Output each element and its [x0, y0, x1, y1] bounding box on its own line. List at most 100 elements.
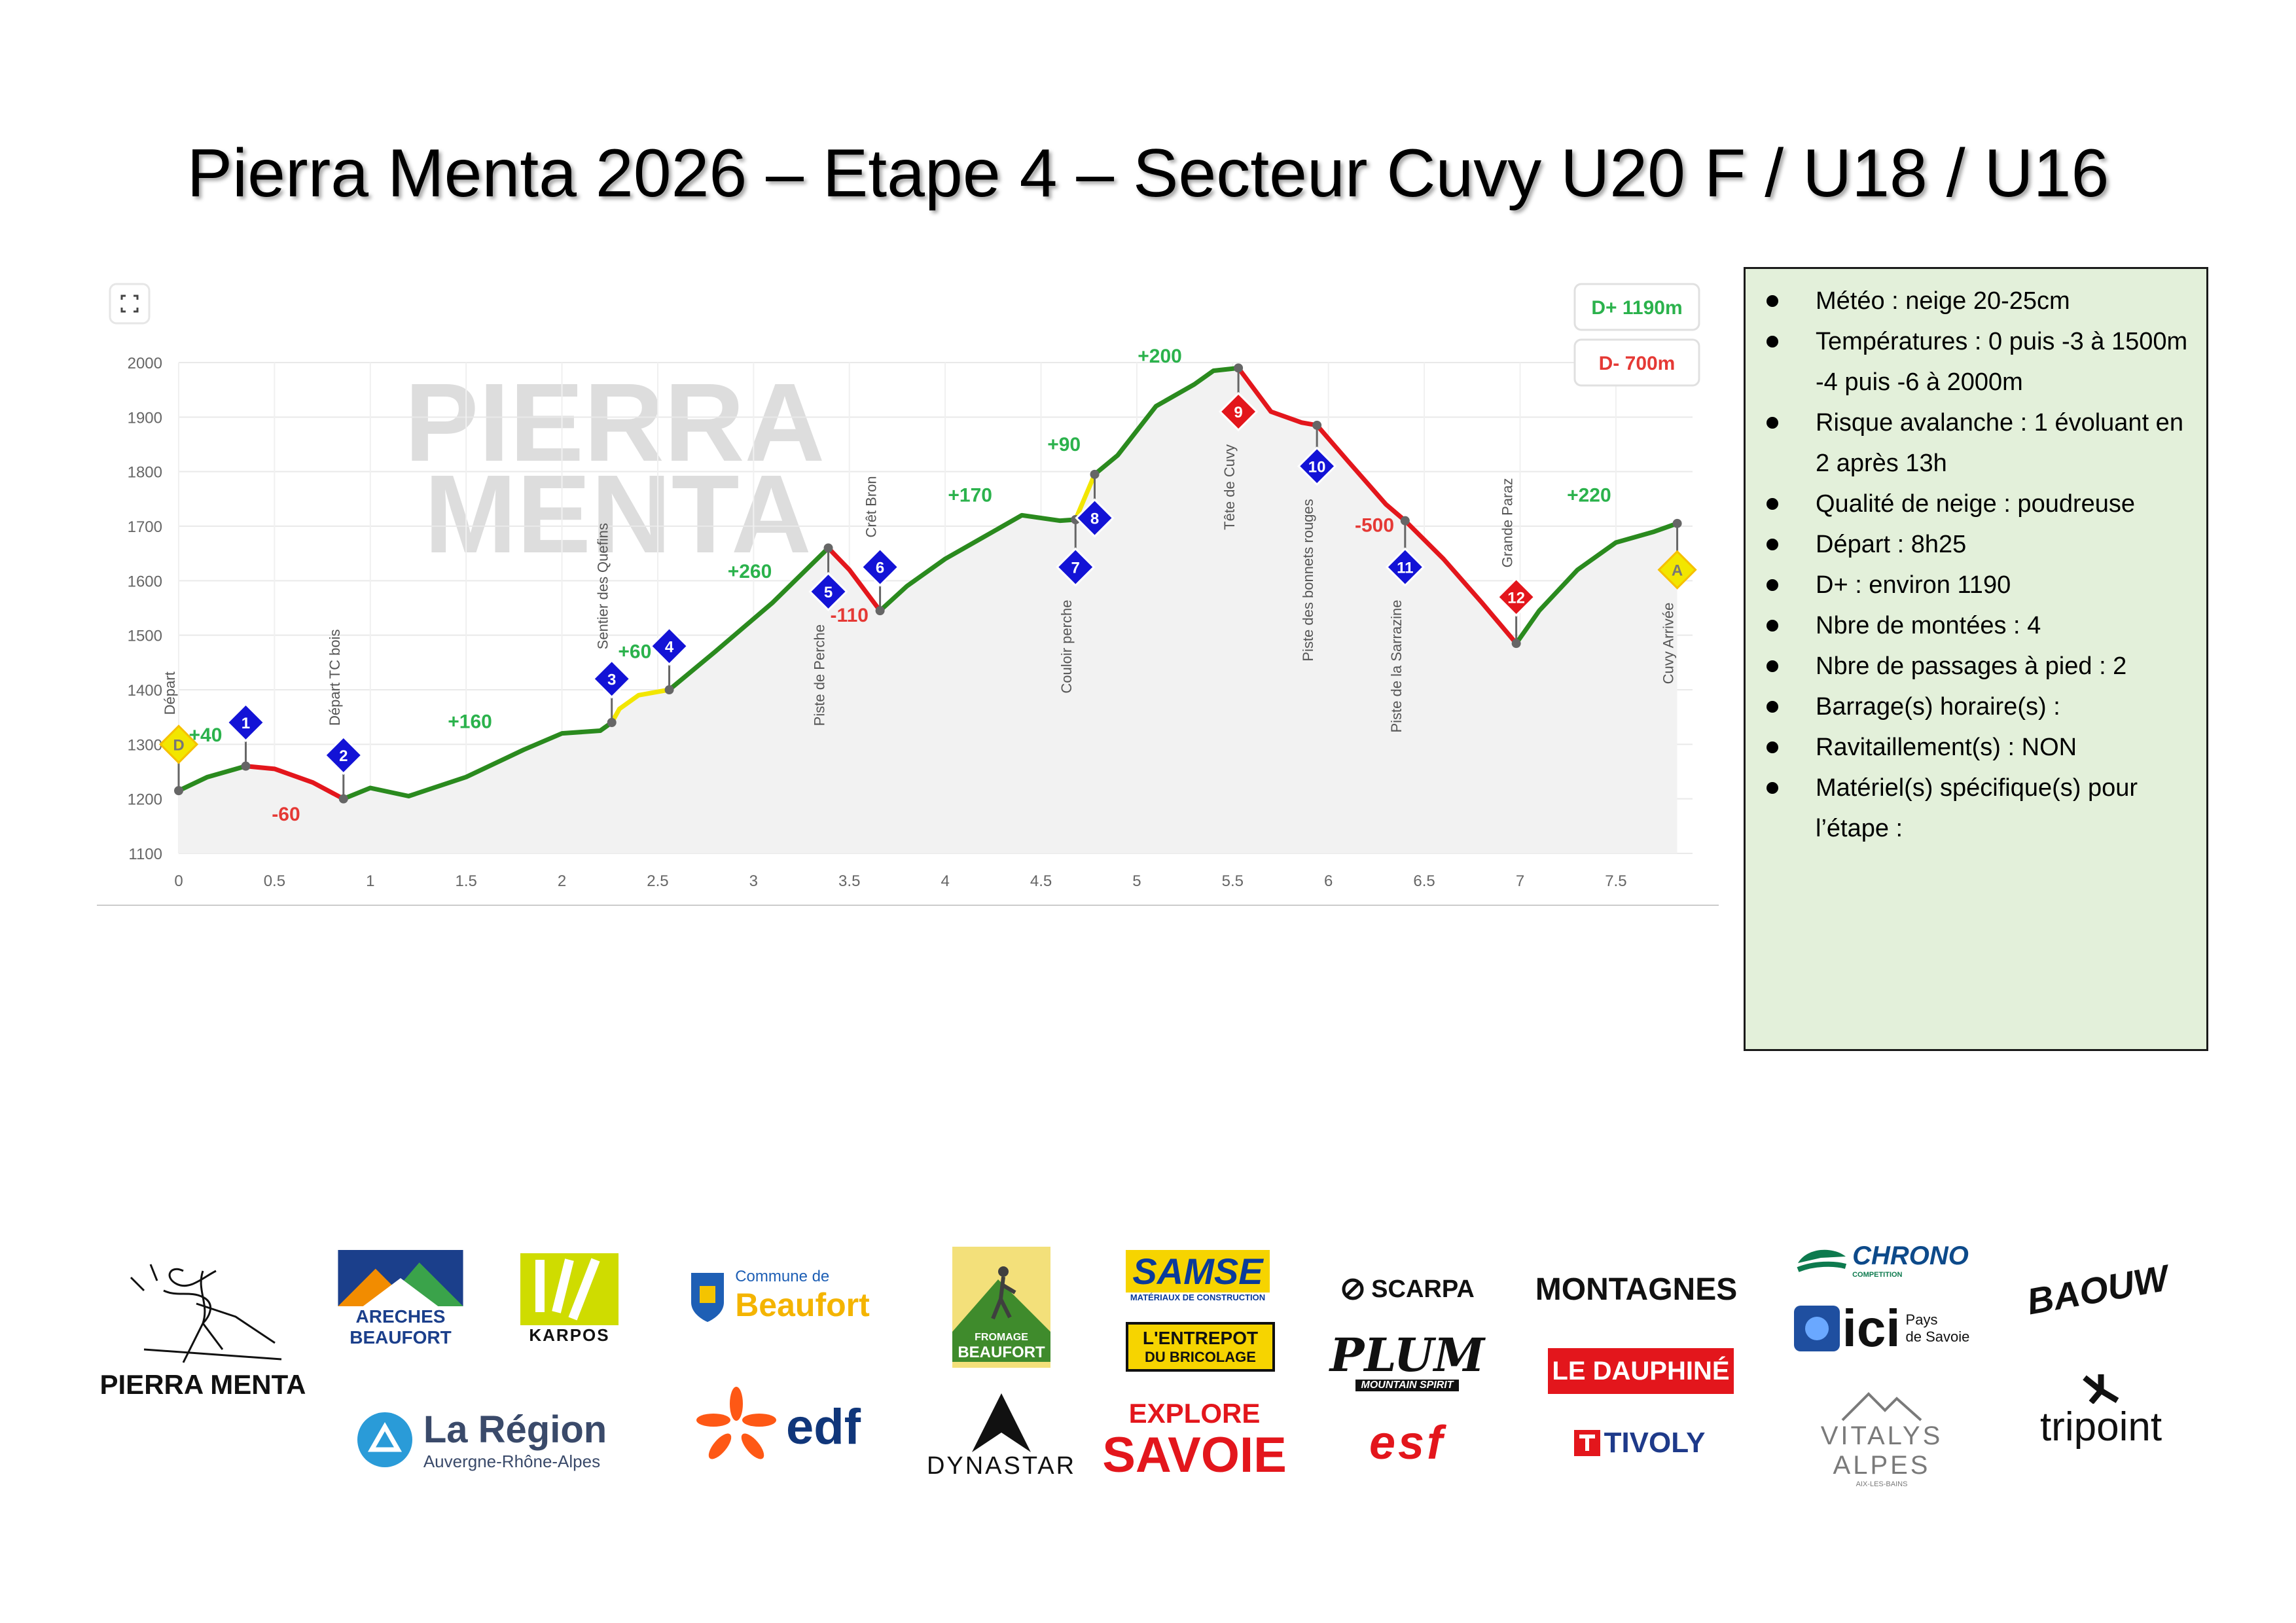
- dplus-badge: [1573, 283, 1700, 331]
- entrepot-label: L'ENTREPOT: [1142, 1328, 1259, 1348]
- sponsors-strip: PIERRA MENTA ARECHES BEAUFORT KARPOS La …: [0, 1224, 2296, 1499]
- waypoint-name: Sentier des Quefins: [595, 523, 611, 649]
- bullet-icon: [1767, 498, 1778, 510]
- explore-savoie-logo: EXPLORE SAVOIE: [1102, 1394, 1287, 1486]
- waypoint-marker: [1496, 577, 1536, 617]
- karpos-logo: KARPOS: [517, 1250, 622, 1348]
- info-item-text: Nbre de passages à pied : 2: [1816, 652, 2127, 680]
- elevation-chart-svg: PIERRAMENTA11001200130014001500160017001…: [97, 283, 1719, 906]
- dynastar-icon: [972, 1393, 1031, 1452]
- y-tick-label: 1700: [128, 518, 162, 536]
- waypoint-name: Piste de la Sarrazine: [1388, 600, 1405, 733]
- tripoint-label: tripoint: [2039, 1404, 2162, 1450]
- x-tick-label: 2: [558, 872, 566, 890]
- bullet-icon: [1767, 336, 1778, 348]
- chrono-logo: CHRONO COMPETITION: [1784, 1237, 1980, 1283]
- waypoint-name: Départ TC bois: [327, 629, 343, 726]
- region-label: La Région: [423, 1408, 607, 1451]
- edf-label: edf: [786, 1399, 861, 1455]
- watermark-text: MENTA: [424, 452, 812, 577]
- profile-segment-green: [878, 512, 1078, 613]
- waypoint-dot: [1312, 420, 1322, 430]
- waypoint-label: 1: [242, 715, 250, 732]
- x-tick-label: 3: [749, 872, 758, 890]
- skier-icon: [130, 1264, 282, 1363]
- bullet-icon: [1767, 539, 1778, 550]
- pierra-menta-label: PIERRA MENTA: [99, 1369, 306, 1400]
- x-tick-label: 4: [941, 872, 949, 890]
- scarpa-icon: [1342, 1278, 1364, 1300]
- waypoint-label: D: [173, 736, 184, 754]
- profile-area: [179, 368, 1677, 853]
- elevation-profile-chart: PIERRA MENTA 1100 1200 1300 1400 1500 1600 1700 1…: [97, 264, 1719, 906]
- tivoly-logo: TIVOLY: [1554, 1420, 1725, 1466]
- y-tick-label: 1300: [128, 736, 162, 754]
- info-item: Météo : neige 20-25cm: [1746, 281, 2193, 321]
- dminus-label: D- 700m: [1599, 353, 1676, 374]
- profile-segment-yellow: [1073, 472, 1098, 522]
- plum-sublabel: MOUNTAIN SPIRIT: [1355, 1380, 1459, 1391]
- esf-logo: esf: [1335, 1414, 1479, 1472]
- info-item: Nbre de passages à pied : 2: [1746, 646, 2193, 687]
- bullet-icon: [1767, 295, 1778, 307]
- waypoint-marker: [649, 626, 689, 666]
- x-tick-label: 0.5: [264, 872, 285, 890]
- x-tick-label: 7: [1516, 872, 1524, 890]
- fullscreen-button[interactable]: [109, 283, 151, 325]
- samse-sublabel: MATÉRIAUX DE CONSTRUCTION: [1130, 1293, 1266, 1302]
- waypoint-dot: [875, 606, 885, 616]
- profile-segment-green: [667, 545, 831, 692]
- profile-segment-yellow: [609, 687, 672, 725]
- waypoint-dot: [1234, 363, 1244, 373]
- waypoint-label: 12: [1507, 589, 1525, 607]
- chrono-icon: [1797, 1249, 1847, 1272]
- montagnes-logo: MONTAGNES: [1535, 1263, 1737, 1315]
- gain-annotation: -60: [272, 804, 300, 825]
- waypoint-name: Cuvy Arrivée: [1660, 603, 1677, 685]
- baouw-label: BAOUW: [2024, 1257, 2172, 1322]
- waypoint-name: Couloir perche: [1058, 600, 1075, 694]
- x-tick-label: 6: [1324, 872, 1333, 890]
- dynastar-logo: DYNASTAR: [923, 1387, 1080, 1486]
- esf-label: esf: [1369, 1417, 1446, 1469]
- edf-flower-icon: [696, 1387, 776, 1459]
- gain-annotation: +220: [1567, 485, 1611, 507]
- y-tick-label: 1600: [128, 573, 162, 590]
- info-item-text: Départ : 8h25: [1816, 531, 1967, 558]
- fullscreen-icon: [120, 294, 139, 313]
- karpos-icon: [520, 1253, 619, 1325]
- alpes-label: ALPES: [1833, 1450, 1931, 1480]
- waypoint-label: 10: [1308, 458, 1326, 476]
- stage-info-panel: Météo : neige 20-25cm Températures : 0 pu…: [1744, 267, 2208, 1051]
- profile-segment-green: [341, 720, 615, 802]
- region-icon: [357, 1412, 412, 1467]
- ici-savoie-label: de Savoie: [1905, 1329, 1970, 1345]
- x-tick-label: 1: [366, 872, 374, 890]
- beaufort-commune-label: Beaufort: [735, 1287, 870, 1323]
- profile-segment-red: [826, 545, 883, 613]
- y-tick-label: 1200: [128, 791, 162, 809]
- pierra-menta-logo: PIERRA MENTA: [92, 1250, 314, 1400]
- page-title: Pierra Menta 2026 – Etape 4 – Secteur Cu…: [187, 135, 2109, 211]
- waypoint-name: Départ: [162, 671, 178, 715]
- info-item: Températures : 0 puis -3 à 1500m -4 puis…: [1746, 321, 2193, 402]
- waypoint-dot: [823, 543, 833, 553]
- waypoint-label: 11: [1397, 560, 1413, 577]
- info-item: D+ : environ 1190: [1746, 565, 2193, 605]
- region-logo: La Région Auvergne-Rhône-Alpes: [340, 1404, 622, 1476]
- karpos-label: KARPOS: [529, 1325, 610, 1345]
- y-tick-label: 1900: [128, 409, 162, 427]
- explore-label: EXPLORE: [1128, 1398, 1261, 1429]
- info-item: Risque avalanche : 1 évoluant en 2 après…: [1746, 402, 2193, 484]
- gain-annotation: +170: [948, 485, 992, 507]
- waypoint-marker: [226, 702, 266, 743]
- waypoint-label: 3: [607, 671, 616, 688]
- vitalys-alpes-logo: VITALYS ALPES AIX-LES-BAINS: [1806, 1381, 1957, 1495]
- waypoint-marker: [1385, 547, 1425, 587]
- savoie-label: SAVOIE: [1102, 1427, 1287, 1483]
- profile-segment-red: [243, 764, 346, 802]
- ici-logo: ici Pays de Savoie: [1787, 1296, 1977, 1361]
- dauphine-label: LE DAUPHINÉ: [1552, 1356, 1730, 1385]
- x-tick-label: 5.5: [1222, 872, 1244, 890]
- waypoint-label: 7: [1071, 560, 1080, 577]
